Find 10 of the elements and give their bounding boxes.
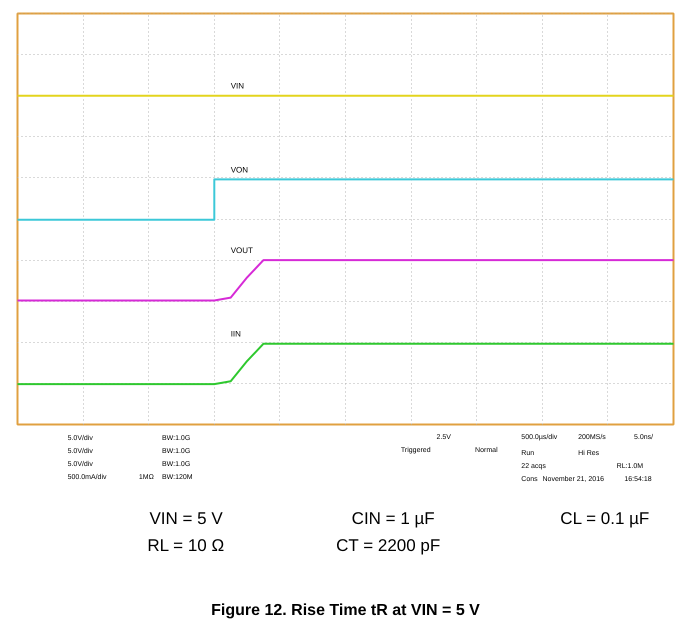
text: Figure 12. Rise Time tR at VIN = 5 V (211, 602, 480, 619)
text: CIN = 1 µF (352, 509, 435, 528)
text: IIN (230, 330, 242, 339)
text: VIN = 5 V (149, 509, 224, 528)
text: RL = 10 Ω (147, 536, 224, 555)
series-label: VON (230, 165, 248, 174)
text: CT = 2200 pF (336, 536, 440, 555)
series-label: VOUT (230, 246, 254, 256)
series-label: VIN (230, 82, 244, 91)
text: CL = 0.1 µF (560, 509, 650, 528)
